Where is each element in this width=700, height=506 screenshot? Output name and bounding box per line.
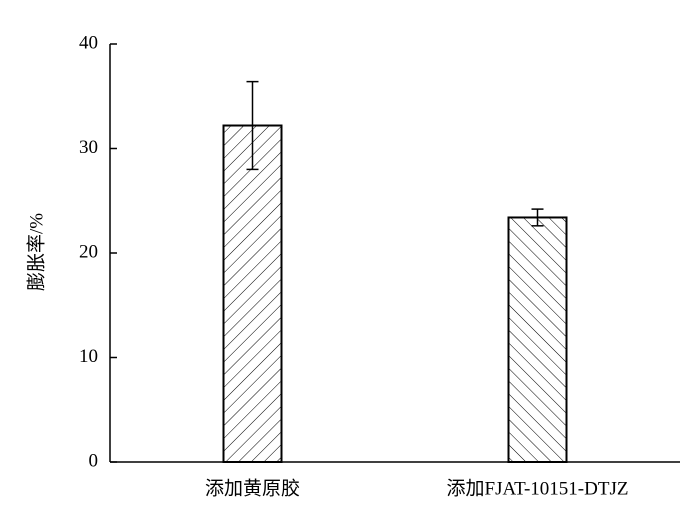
y-tick-label: 20 [79, 241, 98, 262]
y-tick-label: 40 [79, 32, 98, 53]
bar [222, 124, 283, 463]
x-tick-label: 添加黄原胶 [205, 477, 300, 499]
y-tick-label: 30 [79, 137, 98, 158]
y-tick-label: 0 [89, 450, 99, 471]
y-tick-label: 10 [79, 346, 98, 367]
bar [507, 216, 568, 463]
y-axis-label: 膨胀率/% [25, 213, 47, 291]
x-tick-label: 添加FJAT-10151-DTJZ [447, 477, 629, 499]
